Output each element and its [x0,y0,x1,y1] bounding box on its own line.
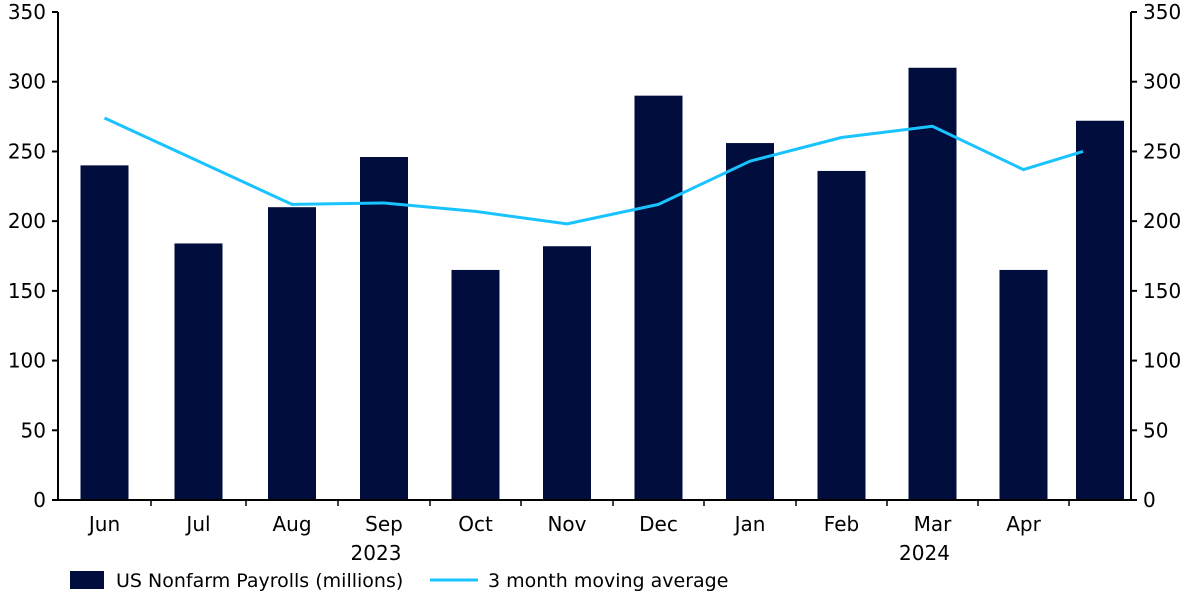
left-y-tick-label-0: 0 [33,488,46,512]
right-y-tick-label-100: 100 [1143,349,1181,373]
left-y-tick-label-250: 250 [8,139,46,163]
x-tick-label-jul: Jul [184,512,210,536]
right-y-tick-label-300: 300 [1143,70,1181,94]
left-y-tick-label-200: 200 [8,209,46,233]
axes-layer [57,12,1132,501]
year-label-2023: 2023 [351,541,402,565]
legend: US Nonfarm Payrolls (millions) 3 month m… [70,570,728,592]
legend-swatch-payrolls [70,571,104,589]
bar-apr [999,269,1048,500]
bar-feb [817,170,866,500]
bar-oct [451,269,500,500]
bar-aug [268,207,316,500]
right-y-tick-label-150: 150 [1143,279,1181,303]
bar-jan [726,143,774,500]
bar-mar [908,67,957,501]
left-y-tick-label-50: 50 [21,418,46,442]
bar-nov [543,246,591,500]
bar-jul [174,243,223,501]
bar-jun [80,165,129,500]
bar-sep [360,157,408,500]
right-y-tick-label-0: 0 [1143,488,1156,512]
x-tick-label-jan: Jan [733,512,766,536]
x-tick-label-feb: Feb [824,512,859,536]
x-tick-label-jun: Jun [87,512,120,536]
x-tick-label-apr: Apr [1006,512,1041,536]
bar-dec [634,95,683,501]
x-tick-label-nov: Nov [547,512,586,536]
legend-label-moving-average: 3 month moving average [488,570,728,592]
x-tick-label-dec: Dec [639,512,678,536]
right-y-tick-label-200: 200 [1143,209,1181,233]
left-y-tick-label-350: 350 [8,0,46,24]
x-tick-label-mar: Mar [914,512,953,536]
x-tick-label-oct: Oct [458,512,493,536]
legend-label-payrolls: US Nonfarm Payrolls (millions) [116,570,403,592]
bar-may [1076,120,1124,501]
right-y-tick-label-350: 350 [1143,0,1181,24]
bars-layer [80,67,1124,501]
x-tick-label-sep: Sep [365,512,403,536]
x-tick-label-aug: Aug [272,512,311,536]
ticks-layer [52,11,1137,506]
left-y-tick-label-150: 150 [8,279,46,303]
left-y-tick-label-100: 100 [8,349,46,373]
right-y-tick-label-250: 250 [1143,139,1181,163]
line-layer [103,116,1084,226]
right-y-tick-label-50: 50 [1143,418,1168,442]
labels-layer: 0 0 50 50 100 100 150 150 200 200 250 250 300 300 350 3… [8,0,1181,565]
year-label-2024: 2024 [899,541,950,565]
moving-average-line [103,116,1084,226]
left-y-tick-label-300: 300 [8,70,46,94]
